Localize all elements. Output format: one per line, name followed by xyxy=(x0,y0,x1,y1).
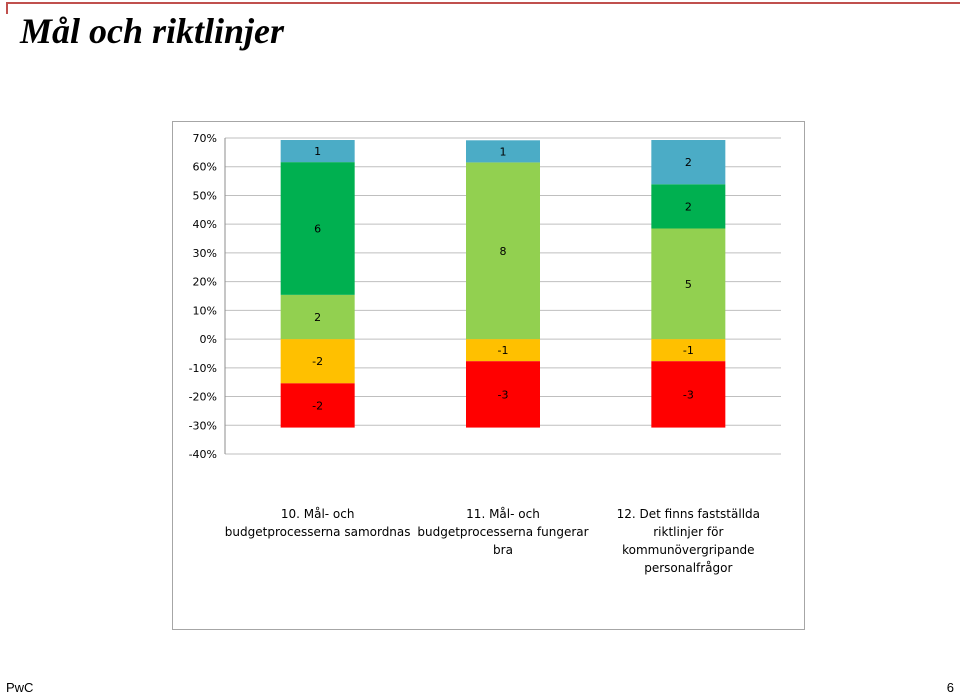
slide-title: Mål och riktlinjer xyxy=(20,11,285,51)
bar-segment xyxy=(280,162,355,295)
bar-segment xyxy=(280,294,355,340)
bar-segment xyxy=(651,140,726,185)
data-label: 1 xyxy=(314,145,321,158)
y-tick-label: 30% xyxy=(193,247,217,260)
data-label: -3 xyxy=(498,388,509,401)
data-label: 2 xyxy=(685,156,692,169)
category-label: riktlinjer för xyxy=(653,525,723,539)
data-label: 8 xyxy=(500,245,507,258)
category-label: personalfrågor xyxy=(644,561,732,575)
y-tick-label: -30% xyxy=(189,419,217,432)
data-label: -1 xyxy=(498,344,509,357)
category-label: 12. Det finns fastställda xyxy=(617,507,760,521)
corner-mark xyxy=(6,2,8,14)
data-label: 1 xyxy=(500,145,507,158)
bar-segment xyxy=(651,228,726,340)
bar-segment xyxy=(280,339,355,384)
bar-segment xyxy=(651,339,726,362)
bar-segment xyxy=(651,361,726,428)
footer-brand: PwC xyxy=(6,680,34,695)
data-label: -2 xyxy=(312,399,323,412)
category-label: kommunövergripande xyxy=(622,543,754,557)
bar-segment xyxy=(280,140,355,163)
y-tick-label: 70% xyxy=(193,132,217,145)
data-label: -1 xyxy=(683,344,694,357)
page-number: 6 xyxy=(946,680,954,695)
y-tick-label: 10% xyxy=(193,304,217,317)
data-label: 6 xyxy=(314,222,321,235)
y-tick-label: -40% xyxy=(189,448,217,461)
y-tick-label: 60% xyxy=(193,161,217,174)
category-label: 10. Mål- och xyxy=(281,507,355,521)
data-label: 5 xyxy=(685,278,692,291)
category-label: budgetprocesserna fungerar xyxy=(417,525,588,539)
data-label: 2 xyxy=(685,200,692,213)
data-label: -3 xyxy=(683,388,694,401)
y-tick-label: 50% xyxy=(193,189,217,202)
bar-segment xyxy=(466,339,540,362)
category-label: bra xyxy=(493,543,513,557)
bar-segment xyxy=(466,361,540,428)
y-tick-label: -20% xyxy=(189,391,217,404)
bar-segment xyxy=(651,184,726,229)
category-label: 11. Mål- och xyxy=(466,507,540,521)
data-label: 2 xyxy=(314,311,321,324)
category-label: budgetprocesserna samordnas xyxy=(225,525,411,539)
data-label: -2 xyxy=(312,355,323,368)
bar-segment xyxy=(280,383,355,428)
y-tick-label: 20% xyxy=(193,276,217,289)
chart-frame: 70% 60% 50% 40% 30% 20% 10% 0% -10% -20% -30% -40% -… xyxy=(172,121,805,630)
y-tick-label: -10% xyxy=(189,362,217,375)
bar-segment xyxy=(466,140,540,163)
y-tick-label: 40% xyxy=(193,218,217,231)
top-rule xyxy=(6,2,960,4)
y-tick-label: 0% xyxy=(200,333,217,346)
stacked-bar-chart: 70% 60% 50% 40% 30% 20% 10% 0% -10% -20% -30% -40% -… xyxy=(189,132,781,575)
bar-segment xyxy=(466,162,540,340)
